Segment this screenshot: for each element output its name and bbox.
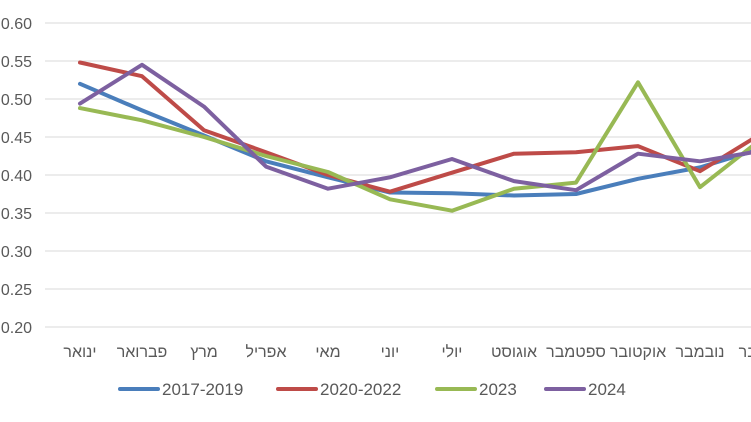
x-category-label: אוגוסט — [491, 344, 537, 361]
legend-item: 2023 — [435, 380, 517, 399]
legend-item: 2024 — [544, 380, 626, 399]
x-category-label: ינואר — [63, 344, 96, 361]
y-tick-label: 0.60 — [1, 16, 32, 33]
y-tick-label: 0.45 — [1, 130, 32, 147]
y-tick-label: 0.20 — [1, 320, 32, 337]
series-line-2017-2019 — [78, 81, 751, 198]
y-tick-label: 0.25 — [1, 282, 32, 299]
x-category-label: מאי — [315, 344, 340, 361]
legend-label: 2023 — [479, 380, 517, 399]
y-tick-label: 0.55 — [1, 54, 32, 71]
x-category-label: יולי — [442, 343, 463, 361]
x-category-label: דצמבר — [739, 344, 751, 361]
legend-item: 2020-2022 — [276, 380, 401, 399]
x-category-label: אפריל — [246, 343, 287, 361]
series-line-2020-2022 — [78, 60, 751, 194]
x-category-label: יוני — [381, 344, 400, 361]
y-axis-ticks: 0.60 0.55 0.50 0.45 0.40 0.35 0.30 0.25 0.20 — [1, 16, 32, 337]
y-tick-label: 0.40 — [1, 168, 32, 185]
legend-label: 2024 — [588, 380, 626, 399]
x-category-label: אוקטובר — [610, 344, 666, 361]
series-lines — [78, 60, 751, 213]
legend-item: 2017-2019 — [118, 380, 243, 399]
series-line-2024 — [78, 62, 751, 193]
y-tick-label: 0.50 — [1, 92, 32, 109]
x-category-label: מרץ — [190, 344, 218, 361]
legend-label: 2020-2022 — [320, 380, 401, 399]
legend-label: 2017-2019 — [162, 380, 243, 399]
x-category-label: פברואר — [117, 344, 168, 361]
series-line-2023 — [78, 80, 751, 213]
x-axis-categories: ינואר פברואר מרץ אפריל מאי יוני יולי אוגוסט ספטמ… — [63, 343, 751, 361]
y-tick-label: 0.35 — [1, 206, 32, 223]
legend: 2017-2019 2020-2022 2023 2024 — [118, 380, 626, 399]
x-category-label: נובמבר — [675, 344, 724, 361]
y-tick-label: 0.30 — [1, 244, 32, 261]
x-category-label: ספטמבר — [546, 344, 606, 361]
